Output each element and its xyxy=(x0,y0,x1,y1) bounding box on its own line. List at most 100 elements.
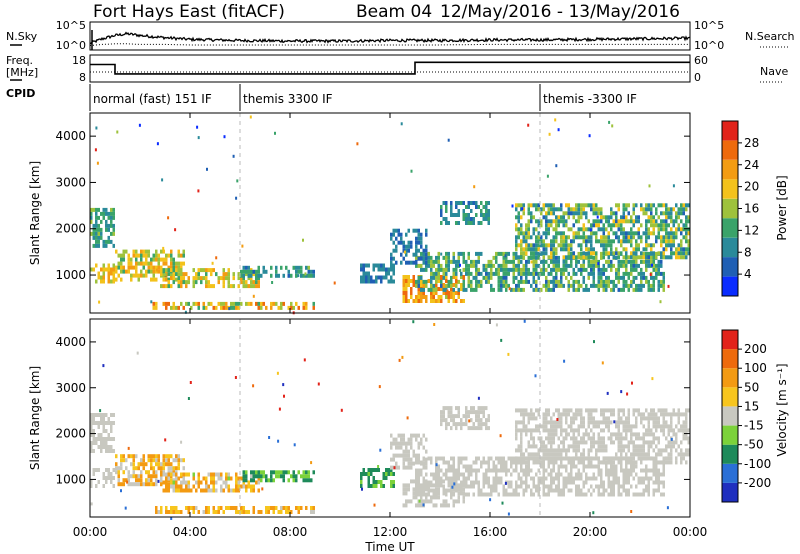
data-cell xyxy=(562,239,565,244)
scatter-cell xyxy=(589,228,592,232)
data-cell xyxy=(212,476,215,481)
data-cell xyxy=(425,457,428,462)
data-cell xyxy=(555,251,558,256)
data-cell xyxy=(685,255,688,260)
data-cell xyxy=(597,448,600,453)
data-cell xyxy=(630,219,633,224)
data-cell xyxy=(227,472,230,477)
data-cell xyxy=(437,472,440,477)
data-cell xyxy=(415,437,418,442)
data-cell xyxy=(95,421,98,425)
data-cell xyxy=(220,506,223,510)
data-cell xyxy=(462,414,465,419)
data-cell xyxy=(540,476,543,481)
data-cell xyxy=(625,416,628,421)
data-cell xyxy=(570,207,573,212)
data-cell xyxy=(580,283,583,288)
data-cell xyxy=(540,271,543,276)
data-cell xyxy=(165,268,168,273)
data-cell xyxy=(250,280,253,285)
data-cell xyxy=(660,243,663,248)
data-cell xyxy=(417,283,420,288)
data-cell xyxy=(570,408,573,413)
data-cell xyxy=(627,428,630,433)
data-cell xyxy=(222,268,225,273)
data-cell xyxy=(405,503,408,508)
data-cell xyxy=(210,488,213,493)
data-cell xyxy=(177,268,180,273)
data-cell xyxy=(587,275,590,280)
data-cell xyxy=(572,432,575,437)
data-cell xyxy=(535,428,538,433)
data-cell xyxy=(542,444,545,449)
data-cell xyxy=(462,267,465,272)
data-cell xyxy=(420,275,423,280)
data-cell xyxy=(570,211,573,216)
data-cell xyxy=(520,440,523,445)
data-cell xyxy=(227,268,230,273)
data-cell xyxy=(547,271,550,276)
data-cell xyxy=(145,269,148,274)
data-cell xyxy=(582,279,585,284)
data-cell xyxy=(610,440,613,445)
data-cell xyxy=(645,452,648,457)
data-cell xyxy=(440,299,443,303)
data-cell xyxy=(307,265,310,270)
data-cell xyxy=(512,492,515,497)
data-cell xyxy=(612,440,615,445)
data-cell xyxy=(667,235,670,240)
data-cell xyxy=(622,448,625,453)
data-cell xyxy=(600,460,603,465)
data-cell xyxy=(167,454,170,459)
data-cell xyxy=(657,484,660,489)
data-cell xyxy=(442,479,445,484)
data-cell xyxy=(447,414,450,419)
data-cell xyxy=(600,436,603,441)
data-cell xyxy=(520,279,523,284)
data-cell xyxy=(192,268,195,273)
data-cell xyxy=(120,466,123,471)
data-cell xyxy=(122,470,125,475)
data-cell xyxy=(382,472,385,476)
data-cell xyxy=(140,253,143,258)
data-cell xyxy=(117,466,120,471)
data-cell xyxy=(392,484,395,488)
data-cell xyxy=(667,444,670,449)
data-cell xyxy=(437,267,440,272)
data-cell xyxy=(602,235,605,240)
data-cell xyxy=(640,255,643,260)
data-cell xyxy=(515,436,518,441)
data-cell xyxy=(485,468,488,473)
data-cell xyxy=(237,305,240,310)
data-cell xyxy=(670,452,673,457)
data-cell xyxy=(647,456,650,461)
data-cell xyxy=(597,279,600,284)
data-cell xyxy=(562,444,565,449)
data-cell xyxy=(457,460,460,465)
data-cell xyxy=(112,279,115,284)
data-cell xyxy=(590,251,593,256)
data-cell xyxy=(627,239,630,244)
data-cell xyxy=(505,488,508,493)
data-cell xyxy=(520,255,523,260)
data-cell xyxy=(682,251,685,256)
data-cell xyxy=(97,223,100,228)
data-cell xyxy=(272,470,275,475)
data-cell xyxy=(602,440,605,445)
scatter-cell xyxy=(596,215,599,219)
data-cell xyxy=(630,215,633,220)
data-cell xyxy=(402,287,405,291)
data-cell xyxy=(622,456,625,461)
data-cell xyxy=(155,277,158,282)
data-cell xyxy=(432,299,435,303)
data-cell xyxy=(440,205,443,209)
data-cell xyxy=(447,263,450,268)
data-cell xyxy=(545,267,548,272)
data-cell xyxy=(602,428,605,433)
data-cell xyxy=(485,422,488,427)
data-cell xyxy=(432,488,435,493)
data-cell xyxy=(155,301,158,306)
data-cell xyxy=(257,276,260,281)
data-cell xyxy=(487,271,490,276)
data-cell xyxy=(162,472,165,477)
